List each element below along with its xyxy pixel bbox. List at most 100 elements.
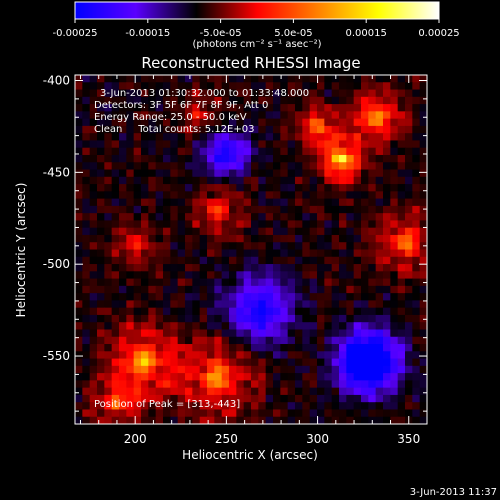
heatmap-cell: [265, 125, 274, 134]
heatmap-cell: [258, 380, 267, 389]
heatmap-cell: [170, 118, 179, 127]
heatmap-cell: [346, 75, 355, 83]
heatmap-cell: [141, 365, 149, 374]
heatmap-cell: [412, 380, 421, 389]
heatmap-cell: [302, 416, 311, 424]
heatmap-cell: [258, 96, 267, 105]
heatmap-cell: [141, 75, 149, 83]
heatmap-cell: [221, 344, 230, 352]
heatmap-cell: [214, 191, 223, 200]
heatmap-cell: [280, 249, 289, 258]
heatmap-cell: [214, 242, 223, 251]
heatmap-cell: [192, 416, 201, 424]
heatmap-cell: [324, 169, 333, 178]
heatmap-cell: [185, 125, 193, 134]
heatmap-cell: [258, 133, 267, 142]
heatmap-cell: [170, 402, 179, 411]
heatmap-cell: [75, 213, 83, 222]
heatmap-cell: [287, 198, 296, 207]
heatmap-cell: [214, 322, 223, 331]
heatmap-cell: [177, 118, 186, 127]
heatmap-cell: [273, 387, 281, 396]
heatmap-cell: [82, 242, 91, 251]
heatmap-cell: [265, 249, 274, 258]
heatmap-cell: [133, 213, 142, 222]
heatmap-cell: [111, 373, 120, 381]
heatmap-cell: [419, 322, 427, 331]
heatmap-cell: [324, 380, 333, 389]
heatmap-cell: [104, 402, 113, 411]
heatmap-cell: [133, 409, 142, 418]
heatmap-cell: [148, 387, 157, 396]
heatmap-cell: [390, 75, 399, 83]
heatmap-cell: [280, 169, 289, 178]
heatmap-cell: [104, 322, 113, 331]
heatmap-cell: [353, 380, 362, 389]
heatmap-cell: [390, 271, 399, 280]
heatmap-cell: [221, 191, 230, 200]
heatmap-cell: [229, 329, 237, 338]
heatmap-cell: [177, 278, 186, 287]
heatmap-cell: [265, 256, 274, 265]
heatmap-cell: [97, 191, 105, 200]
heatmap-cell: [148, 198, 157, 207]
heatmap-cell: [302, 387, 311, 396]
heatmap-cell: [412, 176, 421, 185]
heatmap-cell: [236, 329, 245, 338]
heatmap-cell: [141, 118, 149, 127]
heatmap-cell: [177, 220, 186, 229]
heatmap-cell: [192, 75, 201, 83]
heatmap-cell: [383, 133, 391, 142]
heatmap-cell: [383, 75, 391, 83]
heatmap-cell: [339, 198, 347, 207]
heatmap-cell: [251, 242, 259, 251]
heatmap-cell: [346, 234, 355, 243]
heatmap-cell: [353, 387, 362, 396]
heatmap-cell: [126, 329, 135, 338]
heatmap-cell: [97, 278, 105, 287]
heatmap-cell: [126, 140, 135, 149]
heatmap-cell: [361, 285, 369, 294]
heatmap-cell: [302, 118, 311, 127]
heatmap-cell: [119, 111, 127, 120]
heatmap-cell: [229, 344, 237, 352]
heatmap-cell: [273, 96, 281, 105]
heatmap-cell: [397, 365, 406, 374]
heatmap-cell: [346, 176, 355, 185]
heatmap-cell: [390, 227, 399, 236]
heatmap-cell: [339, 351, 347, 360]
heatmap-cell: [75, 416, 83, 424]
heatmap-cell: [361, 104, 369, 112]
heatmap-cell: [353, 358, 362, 367]
heatmap-cell: [111, 169, 120, 178]
heatmap-cell: [324, 75, 333, 83]
heatmap-cell: [133, 96, 142, 105]
heatmap-cell: [75, 154, 83, 163]
heatmap-cell: [324, 409, 333, 418]
heatmap-cell: [163, 416, 171, 424]
heatmap-cell: [390, 111, 399, 120]
heatmap-cell: [280, 111, 289, 120]
heatmap-cell: [295, 402, 303, 411]
heatmap-cell: [405, 278, 413, 287]
heatmap-cell: [170, 191, 179, 200]
heatmap-cell: [390, 402, 399, 411]
heatmap-cell: [148, 264, 157, 272]
heatmap-cell: [419, 285, 427, 294]
heatmap-cell: [251, 220, 259, 229]
heatmap-cell: [170, 285, 179, 294]
heatmap-cell: [412, 96, 421, 105]
annotation-time-range: 3-Jun-2013 01:30:32.000 to 01:33:48.000: [100, 88, 309, 99]
heatmap-cell: [75, 140, 83, 149]
heatmap-cell: [302, 314, 311, 323]
heatmap-cell: [243, 213, 252, 222]
heatmap-cell: [412, 169, 421, 178]
heatmap-cell: [302, 336, 311, 345]
heatmap-cell: [89, 169, 98, 178]
heatmap-cell: [287, 75, 296, 83]
heatmap-cell: [375, 351, 384, 360]
heatmap-cell: [331, 314, 340, 323]
heatmap-cell: [251, 118, 259, 127]
heatmap-cell: [317, 82, 325, 91]
heatmap-cell: [302, 358, 311, 367]
